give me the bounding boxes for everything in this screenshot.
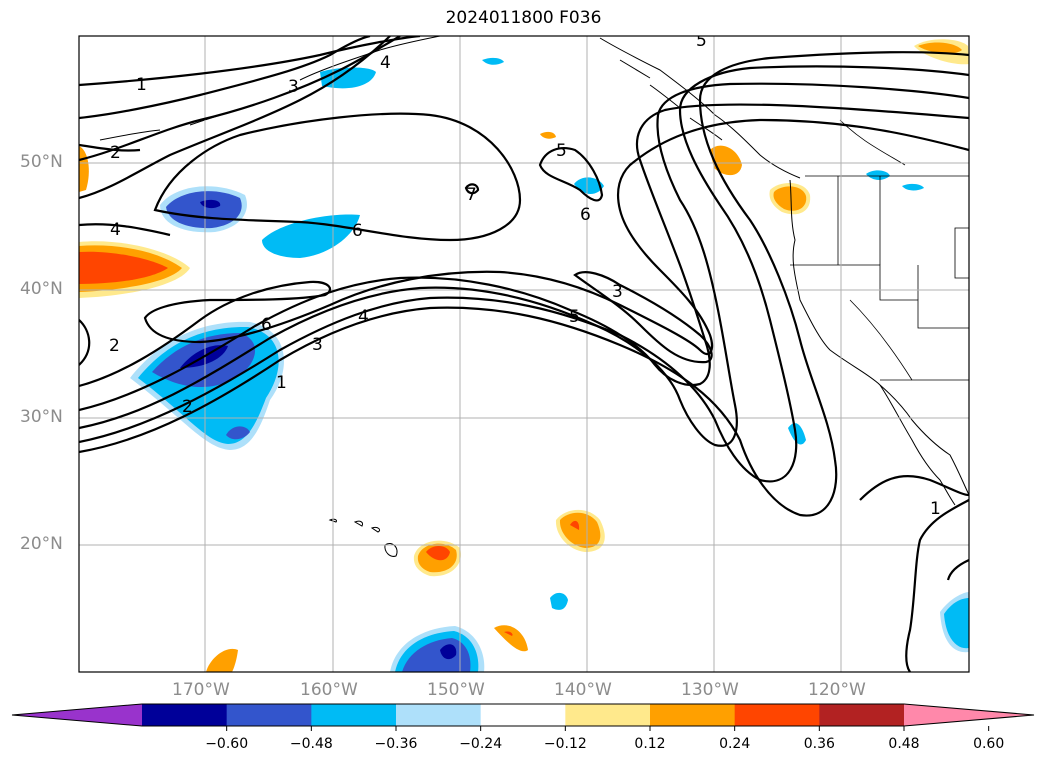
- contour-label: 4: [110, 220, 121, 240]
- contour-label: 1: [930, 499, 941, 519]
- colorbar-segment: [650, 704, 736, 726]
- colorbar-outline: [11, 703, 1035, 727]
- colorbar-tick-label: −0.36: [374, 736, 418, 752]
- contour-label: 5: [556, 141, 567, 161]
- contour-label: 4: [380, 53, 391, 73]
- colorbar-tick-label: 0.12: [634, 736, 666, 752]
- contour-label: 3: [312, 335, 323, 355]
- colorbar-segment: [226, 704, 312, 726]
- lon-label-150w: 150°W: [427, 680, 485, 700]
- map-frame: [78, 35, 970, 673]
- colorbar-segment: [480, 704, 566, 726]
- colorbar-tick-label: 0.48: [888, 736, 920, 752]
- contour-label: 5: [569, 307, 580, 327]
- colorbar-segment: [142, 704, 228, 726]
- colorbar-extend-low: [12, 704, 142, 726]
- colorbar-segment: [311, 704, 397, 726]
- map-title: 2024011800 F036: [445, 8, 602, 28]
- gridlines: [79, 36, 969, 672]
- lon-label-170w: 170°W: [172, 680, 230, 700]
- colorbar-segment: [396, 704, 482, 726]
- contour-label: 4: [358, 307, 369, 327]
- colorbar-tick-label: −0.48: [289, 736, 333, 752]
- colorbar-segment: [819, 704, 905, 726]
- contour-label: 6: [580, 205, 591, 225]
- lat-label-50n: 50°N: [20, 152, 63, 172]
- lat-label-30n: 30°N: [20, 407, 63, 427]
- contour-label: 6: [261, 315, 272, 335]
- colorbar-tick-label: −0.24: [459, 736, 503, 752]
- colorbar-segment: [734, 704, 820, 726]
- lat-label-40n: 40°N: [20, 279, 63, 299]
- colorbar-tick-label: −0.60: [205, 736, 249, 752]
- contour-label: 2: [110, 143, 121, 163]
- contour-label: 1: [136, 75, 147, 95]
- colorbar-tick-label: −0.12: [543, 736, 587, 752]
- contour-label: 2: [182, 397, 193, 417]
- contour-label: 3: [612, 282, 623, 302]
- map-plot-area: 1 2 3 4 5 6 7 1 2 3 4 5 6 1 2 3 4 5 6: [79, 31, 969, 672]
- colorbar-tick-label: 0.36: [803, 736, 835, 752]
- colorbar-extend-high: [904, 704, 1034, 726]
- contour-label: 1: [276, 373, 287, 393]
- lon-label-160w: 160°W: [300, 680, 358, 700]
- contour-labels: 1 2 3 4 5 6 7 1 2 3 4 5 6 1 2 3 4 5 6: [109, 31, 941, 519]
- colorbar-segment: [565, 704, 651, 726]
- colorbar: [11, 703, 1035, 731]
- lon-label-140w: 140°W: [554, 680, 612, 700]
- colorbar-tick-label: 0.60: [973, 736, 1005, 752]
- contour-label: 5: [696, 31, 707, 51]
- political-boundaries: [790, 119, 969, 381]
- contour-label: 2: [109, 336, 120, 356]
- lon-label-120w: 120°W: [808, 680, 866, 700]
- lon-label-130w: 130°W: [681, 680, 739, 700]
- contour-lines: [79, 36, 969, 672]
- lat-label-20n: 20°N: [20, 534, 63, 554]
- contour-label: 3: [288, 77, 299, 97]
- colorbar-tick-label: 0.24: [719, 736, 751, 752]
- contour-label: 6: [352, 221, 363, 241]
- contour-label: 7: [466, 185, 477, 205]
